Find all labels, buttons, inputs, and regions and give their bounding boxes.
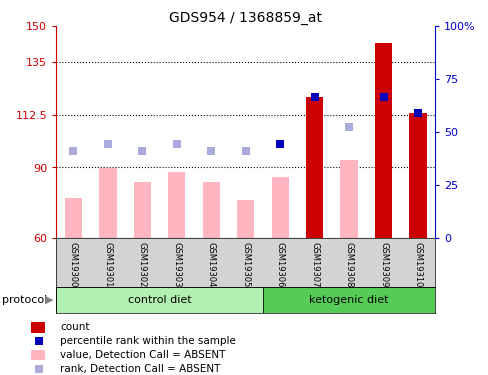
- Text: GSM19309: GSM19309: [378, 242, 387, 287]
- Text: GSM19301: GSM19301: [103, 242, 112, 287]
- Point: [345, 124, 352, 130]
- Bar: [31, 322, 45, 333]
- Text: GSM19307: GSM19307: [309, 242, 319, 288]
- Bar: [374, 43, 391, 238]
- Text: GSM19306: GSM19306: [275, 242, 284, 288]
- Text: count: count: [60, 322, 89, 332]
- Text: GSM19304: GSM19304: [206, 242, 215, 287]
- Point: [379, 94, 386, 100]
- Bar: [134, 182, 151, 238]
- Point: [35, 366, 43, 372]
- Text: protocol: protocol: [2, 295, 48, 305]
- Point: [310, 94, 318, 100]
- Bar: [340, 160, 357, 238]
- Point: [207, 148, 215, 154]
- Bar: [99, 168, 116, 238]
- Text: ▶: ▶: [45, 295, 53, 305]
- Point: [242, 148, 249, 154]
- Text: rank, Detection Call = ABSENT: rank, Detection Call = ABSENT: [60, 364, 220, 374]
- Point: [138, 148, 146, 154]
- Point: [104, 141, 112, 147]
- Point: [276, 141, 284, 147]
- Text: percentile rank within the sample: percentile rank within the sample: [60, 336, 235, 346]
- Text: ketogenic diet: ketogenic diet: [309, 295, 388, 305]
- Bar: [56, 287, 263, 313]
- Text: GSM19302: GSM19302: [138, 242, 146, 287]
- Point: [35, 338, 43, 344]
- Point: [413, 110, 421, 116]
- Title: GDS954 / 1368859_at: GDS954 / 1368859_at: [169, 11, 322, 25]
- Bar: [408, 113, 426, 238]
- Bar: [263, 287, 434, 313]
- Text: value, Detection Call = ABSENT: value, Detection Call = ABSENT: [60, 350, 225, 360]
- Text: GSM19308: GSM19308: [344, 242, 353, 288]
- Bar: [31, 350, 45, 360]
- Bar: [202, 182, 220, 238]
- Point: [173, 141, 181, 147]
- Text: GSM19300: GSM19300: [69, 242, 78, 287]
- Bar: [168, 172, 185, 238]
- Bar: [305, 97, 323, 238]
- Bar: [237, 201, 254, 238]
- Bar: [271, 177, 288, 238]
- Point: [276, 141, 284, 147]
- Text: GSM19310: GSM19310: [413, 242, 422, 287]
- Bar: [65, 198, 82, 238]
- Text: GSM19303: GSM19303: [172, 242, 181, 288]
- Point: [69, 148, 77, 154]
- Text: GSM19305: GSM19305: [241, 242, 250, 287]
- Text: control diet: control diet: [127, 295, 191, 305]
